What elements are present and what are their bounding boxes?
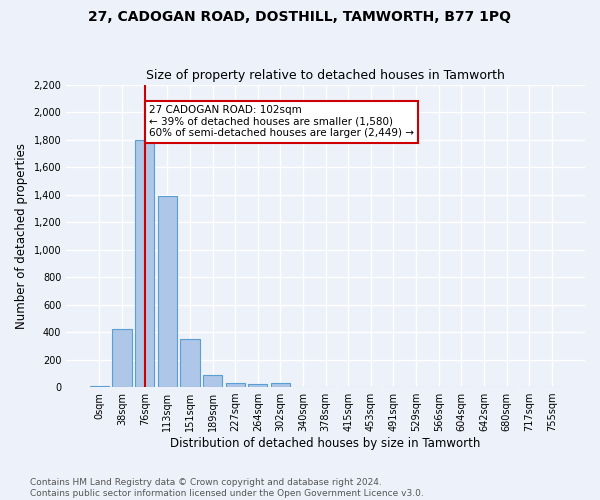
Text: 27, CADOGAN ROAD, DOSTHILL, TAMWORTH, B77 1PQ: 27, CADOGAN ROAD, DOSTHILL, TAMWORTH, B7… bbox=[89, 10, 511, 24]
Bar bbox=[158, 196, 177, 387]
Text: 27 CADOGAN ROAD: 102sqm
← 39% of detached houses are smaller (1,580)
60% of semi: 27 CADOGAN ROAD: 102sqm ← 39% of detache… bbox=[149, 105, 414, 138]
Text: Contains HM Land Registry data © Crown copyright and database right 2024.
Contai: Contains HM Land Registry data © Crown c… bbox=[30, 478, 424, 498]
Bar bbox=[90, 386, 109, 387]
Bar bbox=[135, 140, 154, 387]
Y-axis label: Number of detached properties: Number of detached properties bbox=[15, 143, 28, 329]
Bar bbox=[203, 376, 222, 387]
X-axis label: Distribution of detached houses by size in Tamworth: Distribution of detached houses by size … bbox=[170, 437, 481, 450]
Title: Size of property relative to detached houses in Tamworth: Size of property relative to detached ho… bbox=[146, 69, 505, 82]
Bar bbox=[226, 383, 245, 387]
Bar bbox=[112, 330, 132, 387]
Bar bbox=[271, 383, 290, 387]
Bar bbox=[181, 339, 200, 387]
Bar bbox=[248, 384, 268, 387]
